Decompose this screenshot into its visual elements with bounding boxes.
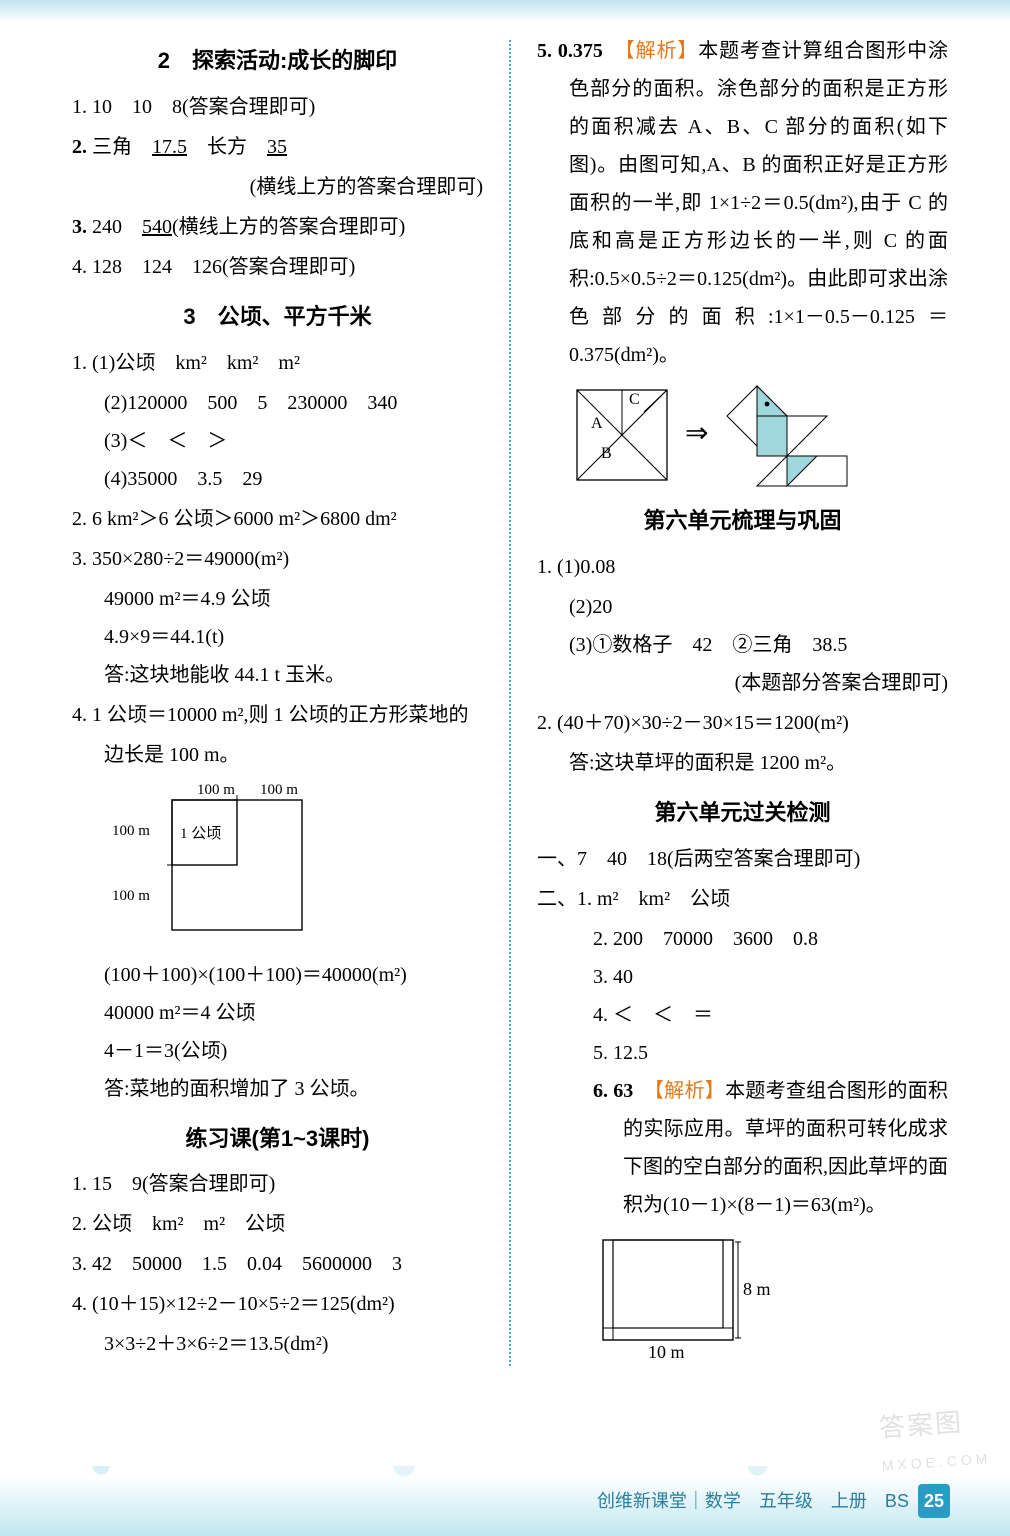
right-column: 5. 0.375 【解析】本题考查计算组合图形中涂色部分的面积。涂色部分的面积是… xyxy=(511,30,960,1376)
u1c-note: (本题部分答案合理即可) xyxy=(537,664,948,702)
footer-text: 创维新课堂｜数学 五年级 上册 BS 25 xyxy=(597,1484,950,1518)
t1: 一、7 40 18(后两空答案合理即可) xyxy=(537,840,948,878)
q5: 5. 0.375 【解析】本题考查计算组合图形中涂色部分的面积。涂色部分的面积是… xyxy=(537,32,948,374)
q2: 2. 三角 17.5 长方 35 xyxy=(72,128,483,166)
t2-6-anno: 【解析】 xyxy=(654,1080,725,1102)
s3-1d: (4)35000 3.5 29 xyxy=(72,460,483,498)
s3-1a: 1. (1)公顷 km² km² m² xyxy=(72,344,483,382)
s3-3a: 3. 350×280÷2＝49000(m²) xyxy=(72,540,483,578)
fig-land-label-tr: 100 m xyxy=(260,782,298,798)
figure-tangram: A B C ⇒ xyxy=(567,380,948,490)
s3-1b: (2)120000 500 5 230000 340 xyxy=(72,384,483,422)
u1a: 1. (1)0.08 xyxy=(537,548,948,586)
p4a: 4. (10＋15)×12÷2－10×5÷2＝125(dm²) xyxy=(72,1285,483,1323)
q5-head: 5. 0.375 xyxy=(537,40,625,62)
section-title-2: 2 探索活动:成长的脚印 xyxy=(72,40,483,82)
page-columns: 2 探索活动:成长的脚印 1. 10 10 8(答案合理即可) 2. 三角 17… xyxy=(0,0,1010,1456)
p1: 1. 15 9(答案合理即可) xyxy=(72,1165,483,1203)
fig-land-label-ll: 100 m xyxy=(112,888,150,904)
s3-4b: 边长是 100 m。 xyxy=(72,736,483,774)
t2-4: 4. ＜ ＜ ＝ xyxy=(537,996,948,1034)
section-title-unit6a: 第六单元梳理与巩固 xyxy=(537,500,948,542)
section-title-unit6b: 第六单元过关检测 xyxy=(537,792,948,834)
svg-text:⇒: ⇒ xyxy=(685,418,708,449)
q5-body: 本题考查计算组合图形中涂色部分的面积。涂色部分的面积是正方形的面积减去 A、B、… xyxy=(569,40,948,366)
u1b: (2)20 xyxy=(537,588,948,626)
fig-land-label-tl: 100 m xyxy=(197,782,235,798)
q3: 3. 240 540(横线上方的答案合理即可) xyxy=(72,208,483,246)
p3: 3. 42 50000 1.5 0.04 5600000 3 xyxy=(72,1245,483,1283)
figure-land: 100 m 100 m 100 m 100 m 1 公顷 xyxy=(102,780,483,950)
page-number: 25 xyxy=(918,1484,950,1518)
t2-5: 5. 12.5 xyxy=(537,1034,948,1072)
fig-lawn-h: 8 m xyxy=(743,1279,771,1299)
watermark-l1: 答案图 xyxy=(878,1407,964,1443)
s3-4e: 4－1＝3(公顷) xyxy=(72,1032,483,1070)
section-title-3: 3 公顷、平方千米 xyxy=(72,296,483,338)
figure-lawn: 8 m 10 m xyxy=(593,1230,948,1360)
t2-1: 二、1. m² km² 公顷 xyxy=(537,880,948,918)
svg-text:A: A xyxy=(591,415,603,432)
header-wave xyxy=(0,0,1010,22)
s3-4a: 4. 1 公顷＝10000 m²,则 1 公顷的正方形菜地的 xyxy=(72,696,483,734)
watermark: 答案图 MXOE.COM xyxy=(878,1396,993,1479)
s3-2: 2. 6 km²＞6 公顷＞6000 m²＞6800 dm² xyxy=(72,500,483,538)
u2b: 答:这块草坪的面积是 1200 m²。 xyxy=(537,744,948,782)
q4: 4. 128 124 126(答案合理即可) xyxy=(72,248,483,286)
svg-text:B: B xyxy=(601,445,612,462)
q5-anno: 【解析】 xyxy=(625,40,699,62)
q2-note: (横线上方的答案合理即可) xyxy=(72,168,483,206)
s3-3d: 答:这块地能收 44.1 t 玉米。 xyxy=(72,656,483,694)
s3-3b: 49000 m²＝4.9 公顷 xyxy=(72,580,483,618)
t2-3: 3. 40 xyxy=(537,958,948,996)
fig-lawn-w: 10 m xyxy=(648,1342,685,1360)
s3-1c: (3)＜ ＜ ＞ xyxy=(72,422,483,460)
t2-2: 2. 200 70000 3600 0.8 xyxy=(537,920,948,958)
t2-6: 6. 63 【解析】本题考查组合图形的面积的实际应用。草坪的面积可转化成求下图的… xyxy=(537,1072,948,1224)
svg-text:C: C xyxy=(629,391,640,408)
fig-land-label-lu: 100 m xyxy=(112,823,150,839)
p4b: 3×3÷2＋3×6÷2＝13.5(dm²) xyxy=(72,1325,483,1363)
p2: 2. 公顷 km² m² 公顷 xyxy=(72,1205,483,1243)
section-title-practice: 练习课(第1~3课时) xyxy=(72,1118,483,1160)
s3-4d: 40000 m²＝4 公顷 xyxy=(72,994,483,1032)
fig-land-inner-label: 1 公顷 xyxy=(180,825,221,842)
s3-4f: 答:菜地的面积增加了 3 公顷。 xyxy=(72,1070,483,1108)
u1c: (3)①数格子 42 ②三角 38.5 xyxy=(537,626,948,664)
t2-6-head: 6. 63 xyxy=(593,1080,654,1102)
u2a: 2. (40＋70)×30÷2－30×15＝1200(m²) xyxy=(537,704,948,742)
q1: 1. 10 10 8(答案合理即可) xyxy=(72,88,483,126)
footer-label: 创维新课堂｜数学 五年级 上册 BS xyxy=(597,1491,909,1511)
s3-4c: (100＋100)×(100＋100)＝40000(m²) xyxy=(72,956,483,994)
left-column: 2 探索活动:成长的脚印 1. 10 10 8(答案合理即可) 2. 三角 17… xyxy=(60,30,509,1376)
s3-3c: 4.9×9＝44.1(t) xyxy=(72,618,483,656)
